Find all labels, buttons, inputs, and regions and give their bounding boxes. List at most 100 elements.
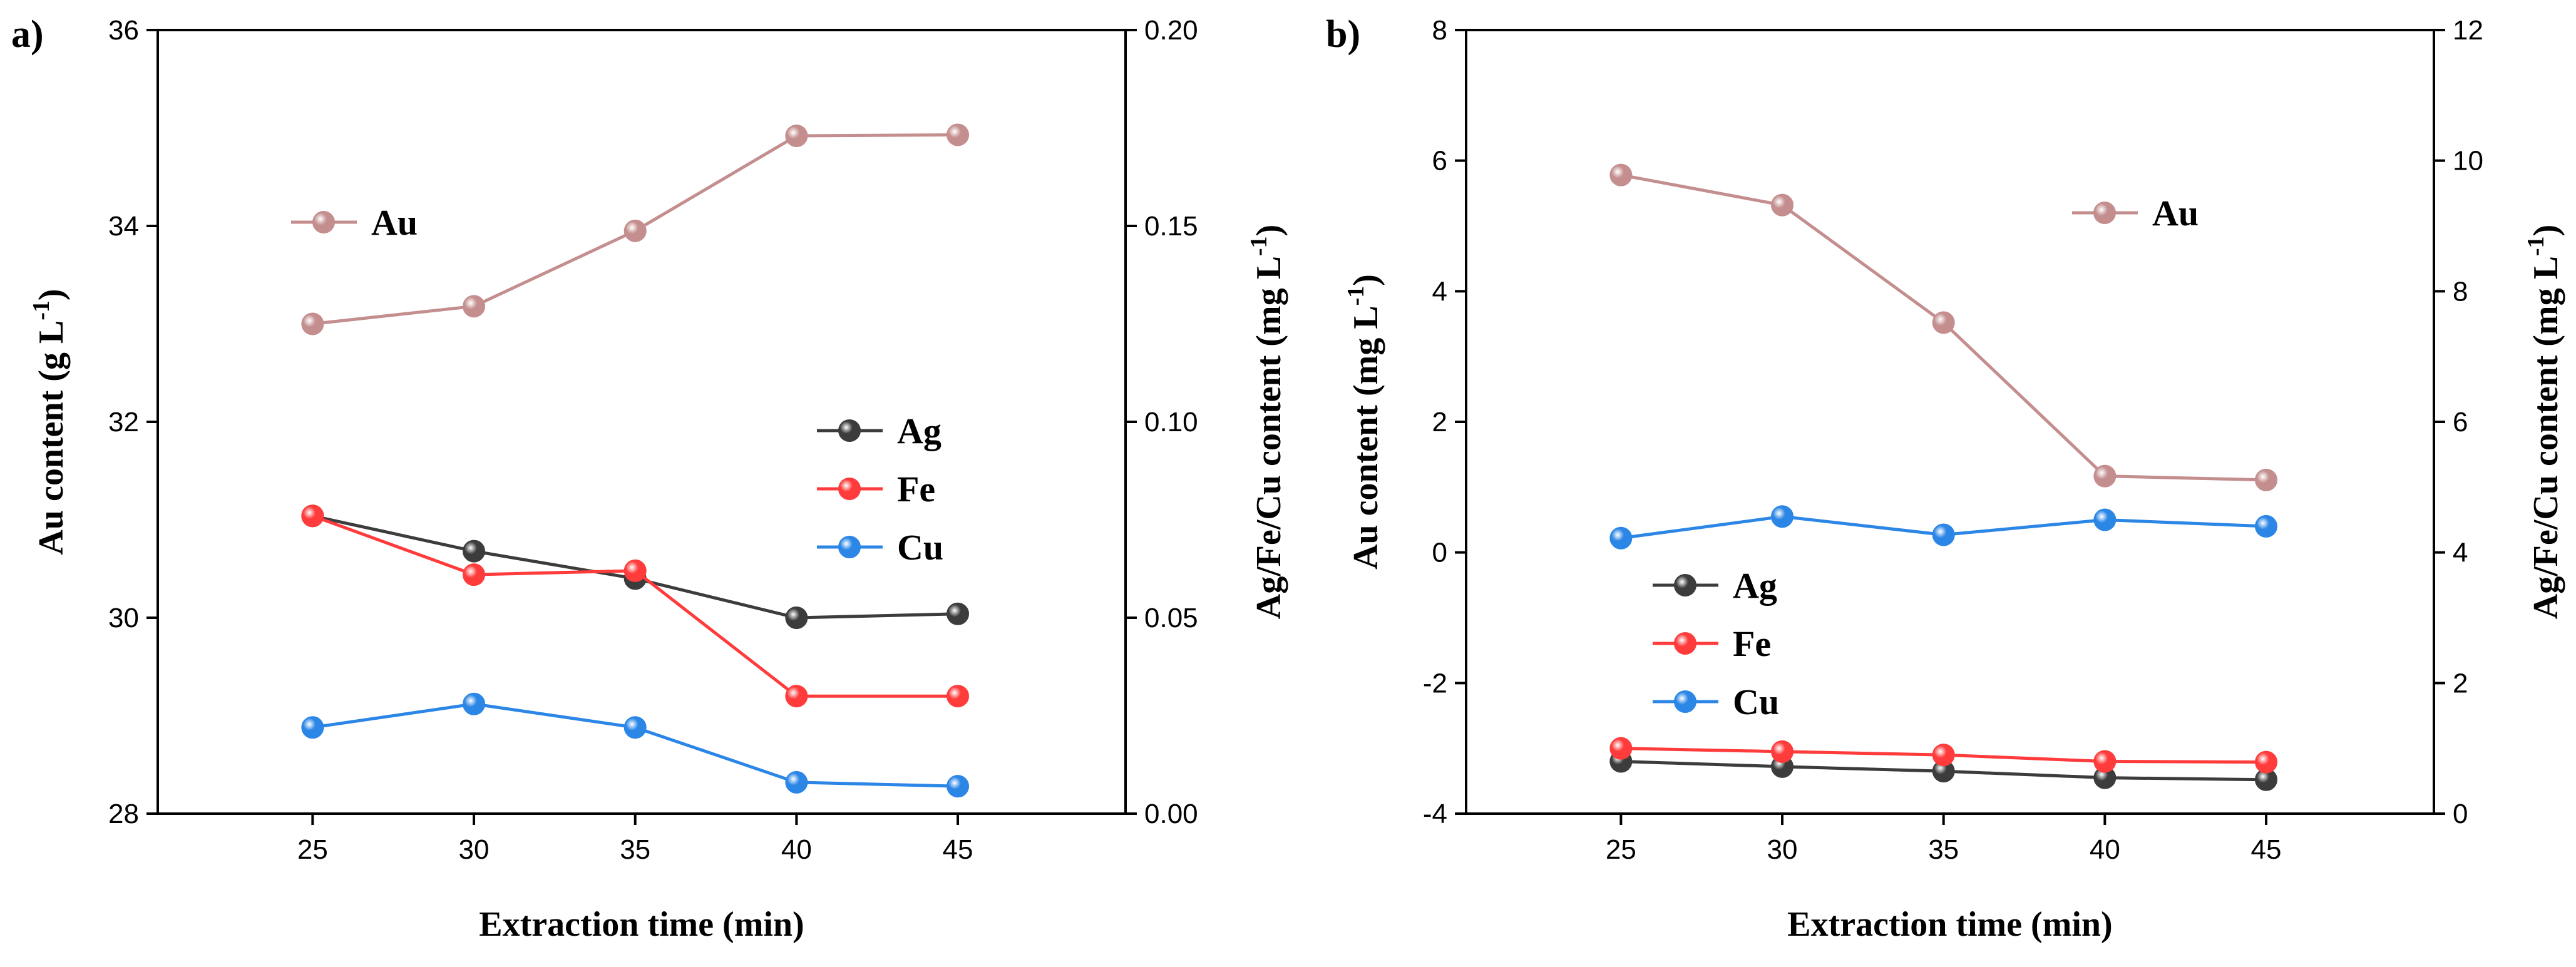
right-y-tick-label: 4: [2453, 538, 2468, 568]
data-point-cu: [947, 775, 970, 798]
legend-marker-au: [2093, 202, 2116, 224]
panel-b-series: [1609, 163, 2278, 791]
x-tick-label: 30: [1767, 834, 1798, 865]
legend-label-ag: Ag: [1733, 565, 1777, 606]
right-y-tick-label: 0.05: [1144, 603, 1198, 633]
panel-b-x-ticks: 25 30 35 40 45: [1606, 814, 2282, 865]
left-y-tick-label: 30: [108, 603, 139, 633]
left-y-tick-label: 0: [1432, 538, 1447, 568]
legend-label-fe: Fe: [1733, 623, 1771, 664]
data-point-cu: [2255, 514, 2278, 538]
panel-a-chart: a) 25 30 35 40 45 28 30 32 34 36 0.00 0.05 0.10 0.1…: [11, 13, 1288, 944]
panel-a-series: [301, 123, 970, 798]
data-point-cu: [1771, 505, 1794, 528]
data-point-fe: [623, 559, 647, 582]
data-point-cu: [301, 716, 324, 739]
x-tick-label: 30: [459, 834, 490, 865]
panel-a-left-y-ticks: 28 30 32 34 36: [108, 15, 158, 829]
legend-label-cu: Cu: [1733, 682, 1779, 722]
data-point-fe: [947, 685, 970, 708]
panel-a-x-ticks: 25 30 35 40 45: [297, 814, 973, 865]
panel-b-left-y-axis-title: Au content (mg L-1): [1343, 274, 1385, 570]
right-y-tick-label: 8: [2453, 276, 2468, 307]
data-point-au: [2255, 468, 2278, 491]
legend-marker-ag: [1674, 574, 1696, 596]
data-point-cu: [1932, 523, 1955, 546]
data-point-au: [463, 295, 486, 318]
legend-marker-cu: [1674, 690, 1696, 713]
legend-label-cu: Cu: [897, 527, 943, 568]
x-tick-label: 25: [1606, 834, 1636, 865]
legend-marker-ag: [838, 419, 861, 442]
data-point-ag: [785, 606, 808, 629]
left-y-tick-label: 2: [1432, 407, 1447, 437]
right-y-tick-label: 12: [2453, 15, 2483, 46]
x-tick-label: 45: [943, 834, 973, 865]
series-line-fe: [312, 514, 958, 698]
data-point-au: [1932, 311, 1955, 334]
panel-a-left-y-axis-title: Au content (g L-1): [28, 289, 71, 555]
left-y-tick-label: 4: [1432, 276, 1447, 307]
panel-b-chart: b) 25 30 35 40 45 -4 -2 0 2 4 6 8 0 2 4 6 8 10 12 Au Ag Fe…: [1326, 13, 2565, 944]
right-y-tick-label: 10: [2453, 146, 2483, 177]
x-tick-label: 35: [1928, 834, 1959, 865]
x-tick-label: 45: [2251, 834, 2282, 865]
panel-a-right-y-ticks: 0.00 0.05 0.10 0.15 0.20: [1126, 15, 1198, 829]
left-y-tick-label: 8: [1432, 15, 1447, 46]
panel-a-plot-frame: [157, 29, 1127, 815]
x-tick-label: 40: [2090, 834, 2120, 865]
legend-label-fe: Fe: [897, 469, 935, 509]
right-y-tick-label: 0.20: [1144, 15, 1198, 46]
x-tick-label: 35: [620, 834, 650, 865]
data-point-fe: [785, 685, 808, 708]
panel-a-right-y-axis-title: Ag/Fe/Cu content (mg L-1): [1246, 225, 1288, 619]
data-point-au: [2093, 464, 2117, 488]
legend-marker-fe: [838, 478, 861, 500]
panel-a-x-axis-title: Extraction time (min): [479, 905, 804, 944]
data-point-fe: [2255, 750, 2278, 774]
data-point-cu: [2093, 508, 2117, 531]
data-point-au: [623, 219, 647, 242]
panel-a-legend: Au Ag Fe Cu: [291, 202, 943, 568]
data-point-au: [947, 123, 970, 146]
data-point-fe: [463, 563, 486, 586]
panel-b-left-y-ticks: -4 -2 0 2 4 6 8: [1423, 15, 1466, 829]
right-y-tick-label: 0.00: [1144, 799, 1198, 829]
legend-label-au: Au: [371, 202, 418, 243]
x-tick-label: 25: [297, 834, 328, 865]
data-point-ag: [463, 540, 486, 563]
left-y-tick-label: 28: [108, 799, 139, 829]
right-y-tick-label: 0.15: [1144, 211, 1198, 242]
panel-b-legend: Au Ag Fe Cu: [1653, 193, 2199, 722]
data-point-cu: [463, 692, 486, 715]
left-y-tick-label: -4: [1423, 799, 1447, 829]
legend-label-ag: Ag: [897, 411, 942, 451]
legend-marker-cu: [838, 536, 861, 558]
right-y-tick-label: 2: [2453, 668, 2468, 698]
panel-b-label: b): [1326, 13, 1360, 56]
legend-marker-fe: [1674, 632, 1696, 655]
data-point-fe: [1932, 744, 1955, 767]
legend-marker-au: [312, 211, 335, 233]
data-point-cu: [1609, 526, 1633, 550]
right-y-tick-label: 0.10: [1144, 407, 1198, 437]
right-y-tick-label: 6: [2453, 407, 2468, 437]
left-y-tick-label: 6: [1432, 146, 1447, 177]
data-point-fe: [301, 504, 324, 528]
panel-a-label: a): [11, 13, 44, 56]
data-point-fe: [1771, 740, 1794, 763]
panel-b-plot-frame: [1465, 29, 2435, 815]
data-point-au: [785, 125, 808, 148]
data-point-cu: [785, 770, 808, 794]
data-point-fe: [1609, 737, 1633, 760]
panel-b-x-axis-title: Extraction time (min): [1787, 905, 2112, 944]
panel-b-right-y-axis-title: Ag/Fe/Cu content (mg L-1): [2523, 225, 2565, 619]
data-point-au: [301, 312, 324, 335]
data-point-cu: [623, 716, 647, 739]
data-point-au: [1609, 163, 1633, 187]
left-y-tick-label: 32: [108, 407, 139, 437]
x-tick-label: 40: [781, 834, 812, 865]
right-y-tick-label: 0: [2453, 799, 2468, 829]
left-y-tick-label: 34: [108, 211, 139, 242]
